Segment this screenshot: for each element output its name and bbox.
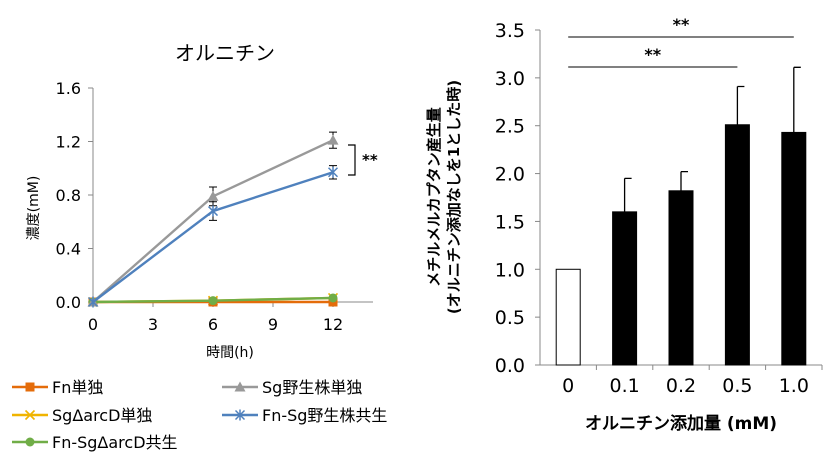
line-y-tick-label: 0.8 bbox=[56, 186, 81, 205]
bar-3 bbox=[724, 124, 750, 366]
bar-significance-label: ** bbox=[673, 15, 690, 34]
line-x-tick-label: 6 bbox=[208, 315, 218, 334]
line-y-tick-label: 0.4 bbox=[56, 240, 81, 259]
line-y-tick-label: 0.0 bbox=[56, 293, 81, 312]
line-series-3 bbox=[87, 165, 339, 308]
bar-y-axis-label-line1: メチルメルカプタン産生量 bbox=[425, 107, 443, 287]
bar-significance-group: ** ** bbox=[568, 15, 794, 68]
legend-marker bbox=[234, 409, 246, 421]
bar-2 bbox=[668, 190, 694, 366]
bar-x-tick-label: 0.1 bbox=[609, 375, 639, 397]
legend-marker bbox=[24, 409, 36, 421]
legend-marker bbox=[234, 381, 246, 392]
line-y-tick-label: 1.6 bbox=[56, 79, 81, 98]
line-data-point bbox=[327, 134, 339, 145]
line-x-tick-label: 12 bbox=[323, 315, 343, 334]
bar-x-tick-label: 1.0 bbox=[779, 375, 809, 397]
bar-4 bbox=[781, 131, 807, 366]
bar-y-tick-label: 2.0 bbox=[495, 164, 525, 186]
line-chart-title: オルニチン bbox=[175, 41, 275, 65]
legend-item: Sg野生株単独 bbox=[222, 378, 362, 397]
legend-item: SgΔarcD単独 bbox=[12, 406, 152, 425]
legend-marker bbox=[25, 382, 35, 392]
line-data-point bbox=[207, 205, 219, 217]
bar-y-ticks: 0.0 0.5 1.0 1.5 2.0 2.5 3.0 3.5 bbox=[495, 20, 540, 377]
legend-label: Sg野生株単独 bbox=[262, 378, 362, 397]
bar-chart: 0.0 0.5 1.0 1.5 2.0 2.5 3.0 3.5 0 0.1 0.2 0.5 1.0 *… bbox=[425, 15, 823, 434]
line-y-ticks: 0.0 0.4 0.8 1.2 1.6 bbox=[56, 79, 93, 312]
line-significance-label: ** bbox=[362, 151, 378, 169]
legend-item: Fn-Sg野生株共生 bbox=[222, 406, 387, 425]
bar-x-tick-label: 0.2 bbox=[666, 375, 696, 397]
line-series-path bbox=[92, 139, 334, 303]
line-y-axis-label: 濃度(mM) bbox=[26, 176, 42, 241]
bar-x-ticks: 0 0.1 0.2 0.5 1.0 bbox=[562, 365, 823, 397]
legend-item: Fn-SgΔarcD共生 bbox=[12, 433, 178, 452]
bar-bars-group bbox=[555, 66, 807, 366]
bar-error-bar bbox=[793, 66, 801, 133]
bar-x-tick-label: 0 bbox=[562, 375, 574, 397]
line-chart: オルニチン 0.0 0.4 0.8 1.2 1.6 0 3 6 9 12 時間(h) 濃度(mM… bbox=[26, 41, 378, 361]
line-x-tick-label: 0 bbox=[88, 315, 98, 334]
legend-label: Fn-SgΔarcD共生 bbox=[52, 433, 178, 452]
bar-error-bar bbox=[680, 171, 688, 191]
legend-marker bbox=[25, 437, 35, 447]
bar-x-axis-label: オルニチン添加量 (mM) bbox=[585, 413, 777, 434]
bar-error-bar bbox=[736, 85, 745, 125]
bar-y-tick-label: 3.0 bbox=[495, 68, 525, 90]
line-x-tick-label: 3 bbox=[148, 315, 158, 334]
line-x-ticks: 0 3 6 9 12 bbox=[88, 302, 343, 334]
line-data-point bbox=[327, 166, 339, 178]
bar-y-tick-label: 1.5 bbox=[495, 211, 525, 233]
line-data-point bbox=[208, 296, 218, 306]
legend-label: Fn-Sg野生株共生 bbox=[262, 406, 387, 425]
line-y-tick-label: 1.2 bbox=[56, 133, 81, 152]
bar-x-tick-label: 0.5 bbox=[722, 375, 752, 397]
line-data-point bbox=[328, 293, 338, 303]
line-significance-bracket bbox=[348, 144, 356, 176]
bar-1 bbox=[612, 211, 638, 366]
bar-significance-label: ** bbox=[644, 45, 661, 64]
line-series-group bbox=[87, 131, 339, 308]
bar-y-axis-label-line2: (オルニチン添加なしを1とした時) bbox=[445, 80, 463, 314]
line-data-point bbox=[207, 190, 219, 201]
legend-item: Fn単独 bbox=[12, 378, 103, 397]
line-data-point bbox=[87, 296, 99, 308]
line-x-axis-label: 時間(h) bbox=[206, 345, 254, 361]
line-series-4 bbox=[88, 293, 338, 307]
bar-y-tick-label: 3.5 bbox=[495, 20, 525, 42]
bar-error-bar bbox=[623, 177, 632, 212]
legend-label: SgΔarcD単独 bbox=[52, 406, 152, 425]
legend: Fn単独 Sg野生株単独 SgΔarcD単独 Fn-Sg野生株共生 Fn-SgΔarcD… bbox=[12, 378, 387, 452]
bar-y-tick-label: 0.0 bbox=[495, 355, 525, 377]
bar-y-tick-label: 0.5 bbox=[495, 307, 525, 329]
bar-y-tick-label: 2.5 bbox=[495, 116, 525, 138]
line-x-tick-label: 9 bbox=[268, 315, 278, 334]
bar-y-tick-label: 1.0 bbox=[495, 259, 525, 281]
bar-0 bbox=[555, 268, 581, 366]
legend-label: Fn単独 bbox=[52, 378, 103, 397]
